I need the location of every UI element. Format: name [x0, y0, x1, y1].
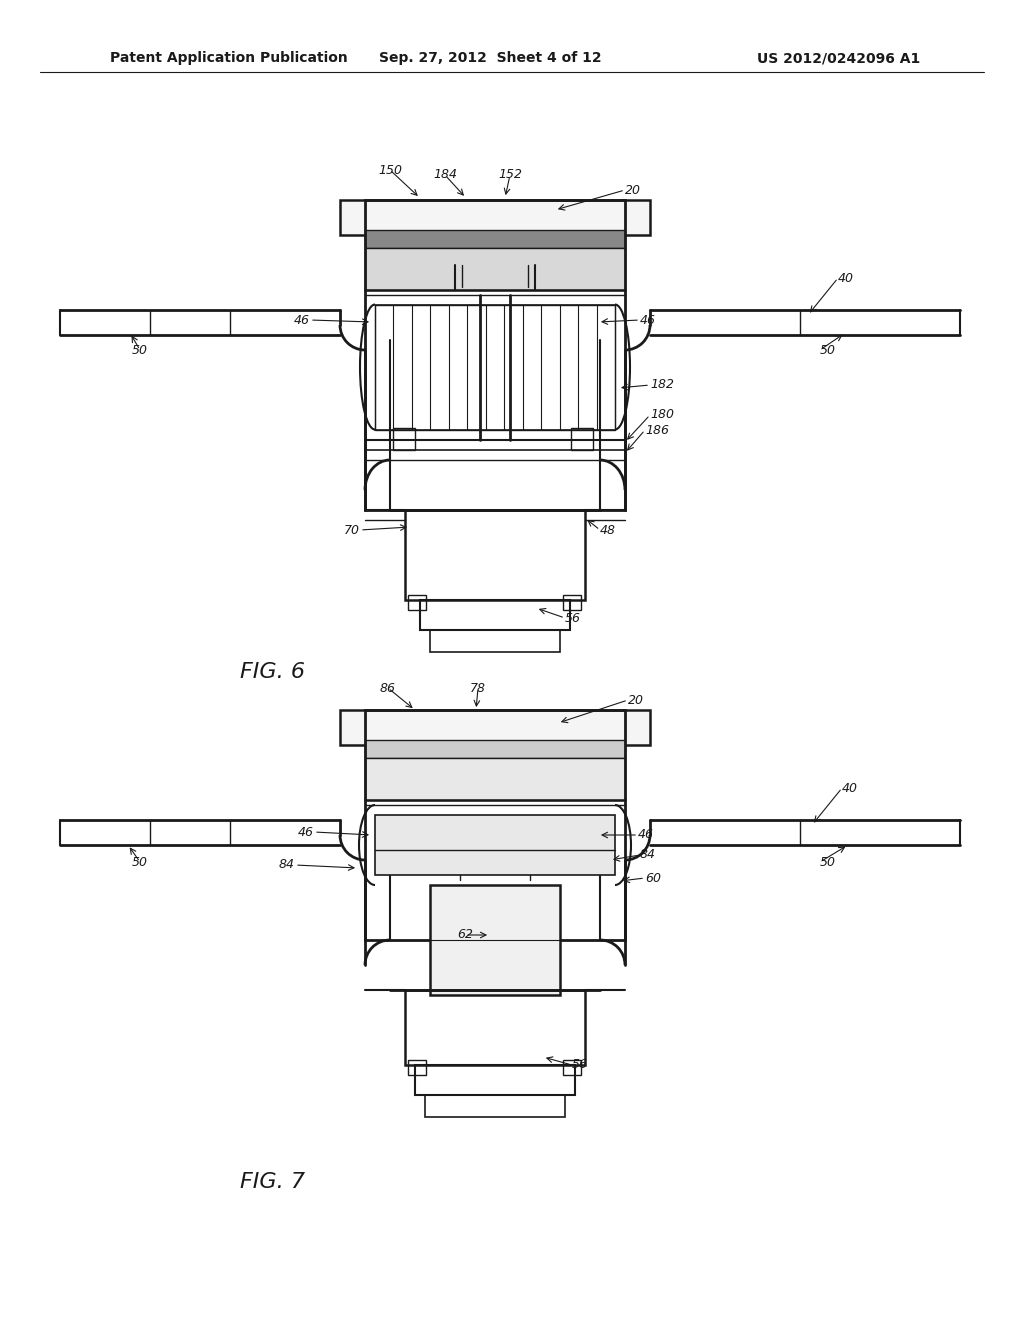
Text: 20: 20: [625, 183, 641, 197]
Bar: [406, 510, 585, 601]
Bar: [430, 630, 560, 652]
Bar: [406, 990, 585, 1065]
Text: 182: 182: [650, 379, 674, 392]
Text: FIG. 7: FIG. 7: [240, 1172, 305, 1192]
Bar: [563, 1060, 581, 1074]
Text: 84: 84: [279, 858, 295, 871]
Text: 40: 40: [842, 781, 858, 795]
Bar: [408, 595, 426, 610]
Text: 20: 20: [628, 693, 644, 706]
Text: Patent Application Publication: Patent Application Publication: [110, 51, 348, 65]
Bar: [563, 595, 581, 610]
Bar: [365, 758, 625, 800]
Bar: [420, 601, 570, 630]
Text: 86: 86: [380, 681, 396, 694]
Bar: [365, 248, 625, 290]
Text: 50: 50: [132, 855, 148, 869]
Text: 46: 46: [294, 314, 310, 326]
Bar: [365, 201, 625, 510]
Text: 48: 48: [600, 524, 616, 536]
Bar: [365, 741, 625, 758]
Bar: [408, 1060, 426, 1074]
Polygon shape: [430, 248, 560, 265]
Bar: [375, 305, 615, 430]
Bar: [571, 428, 593, 450]
Text: 60: 60: [645, 871, 662, 884]
Bar: [425, 1096, 565, 1117]
Text: 40: 40: [838, 272, 854, 285]
Text: 62: 62: [457, 928, 473, 941]
Text: 50: 50: [820, 855, 836, 869]
Bar: [365, 710, 625, 940]
Bar: [415, 1065, 575, 1096]
Text: 46: 46: [298, 825, 314, 838]
Bar: [365, 230, 625, 248]
Text: 186: 186: [645, 424, 669, 437]
Text: 184: 184: [433, 169, 457, 181]
Text: 84: 84: [640, 849, 656, 862]
Bar: [375, 814, 615, 875]
Text: 56: 56: [572, 1059, 588, 1072]
Text: 70: 70: [344, 524, 360, 536]
Text: FIG. 6: FIG. 6: [240, 663, 305, 682]
Text: 150: 150: [378, 164, 402, 177]
Text: US 2012/0242096 A1: US 2012/0242096 A1: [757, 51, 920, 65]
Bar: [430, 884, 560, 995]
Bar: [340, 201, 650, 235]
Text: 180: 180: [650, 408, 674, 421]
Text: 50: 50: [132, 343, 148, 356]
Bar: [393, 428, 415, 450]
Text: 50: 50: [820, 343, 836, 356]
Text: Sep. 27, 2012  Sheet 4 of 12: Sep. 27, 2012 Sheet 4 of 12: [379, 51, 601, 65]
Bar: [340, 710, 650, 744]
Text: 46: 46: [640, 314, 656, 326]
Text: 152: 152: [498, 169, 522, 181]
Text: 78: 78: [470, 681, 486, 694]
Text: 56: 56: [565, 611, 581, 624]
Text: 46: 46: [638, 829, 654, 842]
